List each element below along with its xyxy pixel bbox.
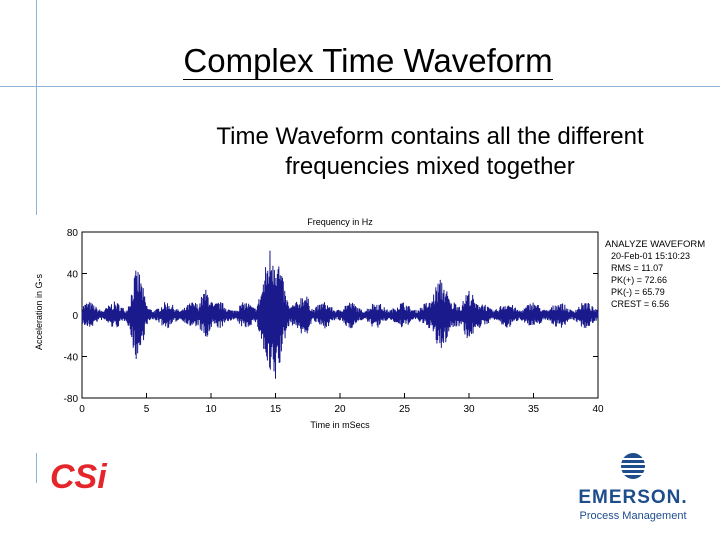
y-tick-label: 40 <box>67 270 79 281</box>
emerson-globe-icon <box>620 453 646 479</box>
y-axis-label: Acceleration in G-s <box>34 273 44 350</box>
csi-logo-text: CSi <box>50 458 108 496</box>
x-tick-label: 10 <box>205 404 217 415</box>
left-rule-lower <box>36 453 37 483</box>
slide-subtitle: Time Waveform contains all the different… <box>216 123 644 180</box>
x-tick-label: 5 <box>144 404 150 415</box>
waveform-series <box>81 250 599 379</box>
y-tick-label: 0 <box>72 311 78 322</box>
csi-logo: CSi <box>50 458 108 496</box>
waveform-line <box>81 250 599 379</box>
x-tick-label: 30 <box>463 404 475 415</box>
stats-line: PK(+) = 72.66 <box>611 275 667 285</box>
x-tick-label: 0 <box>79 404 85 415</box>
stats-heading: ANALYZE WAVEFORM <box>605 239 705 250</box>
x-tick-label: 25 <box>399 404 411 415</box>
axis-ticks: 0 5 10 15 20 25 30 35 40 80 40 0 -40 -80 <box>64 228 604 415</box>
x-tick-label: 40 <box>592 404 604 415</box>
x-tick-label: 35 <box>528 404 540 415</box>
emerson-subtitle: Process Management <box>579 510 687 522</box>
emerson-logo: EMERSON. Process Management <box>568 452 698 522</box>
slide-title: Complex Time Waveform <box>183 42 553 80</box>
x-tick-label: 20 <box>334 404 346 415</box>
stats-line: 20-Feb-01 15:10:23 <box>611 251 690 261</box>
emerson-name: EMERSON. <box>578 487 688 508</box>
top-rule <box>0 86 720 87</box>
y-tick-label: -80 <box>64 394 79 405</box>
x-tick-label: 15 <box>270 404 282 415</box>
y-tick-label: -40 <box>64 353 79 364</box>
y-tick-label: 80 <box>67 228 79 239</box>
chart-title: Frequency in Hz <box>307 217 373 227</box>
stats-line: CREST = 6.56 <box>611 299 669 309</box>
stats-line: PK(-) = 65.79 <box>611 287 665 297</box>
stats-line: RMS = 11.07 <box>611 263 663 273</box>
x-axis-label: Time in mSecs <box>310 420 370 430</box>
left-rule <box>36 0 37 215</box>
